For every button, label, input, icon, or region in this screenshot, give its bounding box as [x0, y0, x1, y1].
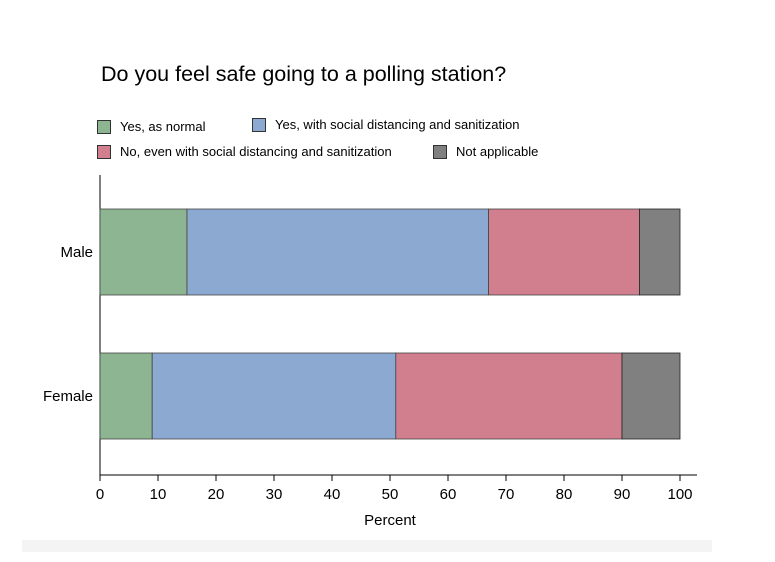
x-tick-label: 30	[266, 486, 283, 503]
bottom-band	[22, 540, 712, 552]
bar-segment	[151, 352, 397, 440]
chart-title: Do you feel safe going to a polling stat…	[101, 62, 507, 86]
bar-segment	[395, 352, 623, 440]
bar-segment	[639, 208, 681, 296]
legend-label: Not applicable	[456, 144, 539, 159]
legend-swatch	[97, 144, 111, 159]
legend-swatch	[433, 144, 447, 159]
bar-segment	[99, 208, 188, 296]
legend-swatch	[252, 117, 266, 132]
bar-segment	[99, 352, 153, 440]
x-tick-label: 20	[208, 486, 225, 503]
legend-swatch	[97, 119, 111, 134]
y-tick-label: Male	[60, 244, 93, 261]
bar-segment	[186, 208, 490, 296]
legend-item-no: No, even with social distancing and sani…	[97, 144, 392, 159]
x-tick-label: 10	[150, 486, 167, 503]
x-tick-label: 50	[382, 486, 399, 503]
legend-item-yes-as-normal: Yes, as normal	[97, 119, 206, 134]
legend-label: Yes, as normal	[120, 119, 206, 134]
x-tick-label: 100	[667, 486, 692, 503]
legend-label: Yes, with social distancing and sanitiza…	[275, 117, 520, 132]
x-tick-label: 80	[556, 486, 573, 503]
legend-label: No, even with social distancing and sani…	[120, 144, 392, 159]
y-tick-label: Female	[43, 388, 93, 405]
x-axis-title: Percent	[364, 512, 417, 529]
legend-item-not-applicable: Not applicable	[433, 144, 538, 159]
x-tick-label: 60	[440, 486, 457, 503]
x-tick-label: 0	[96, 486, 104, 503]
bar-segment	[621, 352, 681, 440]
legend-item-yes-with-distancing: Yes, with social distancing and sanitiza…	[252, 117, 520, 132]
x-tick-label: 90	[614, 486, 631, 503]
x-tick-label: 70	[498, 486, 515, 503]
x-tick-label: 40	[324, 486, 341, 503]
bar-segment	[488, 208, 640, 296]
